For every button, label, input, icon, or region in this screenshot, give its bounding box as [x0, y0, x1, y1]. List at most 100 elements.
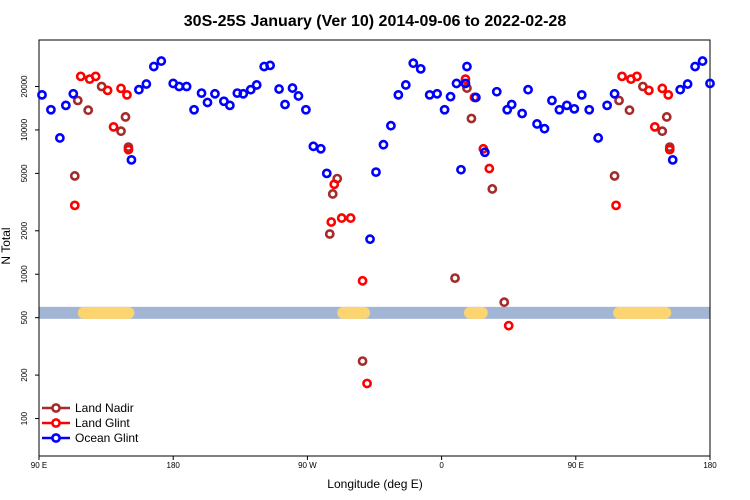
land-nadir-point [450, 273, 460, 284]
y-axis-title: N Total [0, 227, 13, 264]
ocean-glint-point [174, 81, 185, 92]
plot-frame [38, 39, 711, 457]
ocean-glint-point [584, 104, 595, 115]
ocean-glint-point [690, 61, 700, 72]
land-glint-point [75, 71, 86, 82]
land-nadir-point [614, 95, 624, 106]
x-tick-label: 90 E [568, 461, 584, 470]
land-nadir-point [624, 105, 635, 116]
ocean-glint-point [386, 120, 396, 131]
legend-marker-ocean-glint [51, 433, 61, 443]
land-glint-point [657, 83, 668, 94]
ocean-glint-point [682, 79, 693, 89]
ocean-glint-point [415, 63, 426, 74]
ocean-glint-point [460, 78, 471, 89]
land-glint-point [649, 121, 660, 132]
ocean-glint-point [60, 100, 71, 111]
y-tick-label: 20000 [20, 75, 29, 98]
x-tick-label: 180 [167, 461, 181, 470]
land-nadir-point [657, 126, 668, 137]
y-tick-label: 2000 [20, 221, 29, 239]
land-nadir-point [466, 113, 477, 124]
y-tick-label: 200 [20, 368, 29, 382]
ocean-glint-point [532, 119, 542, 129]
land-glint-point [503, 320, 514, 331]
land-glint-point [326, 217, 337, 227]
land-nadir-point [661, 112, 672, 122]
land-glint-point [122, 89, 132, 100]
land-glint-point [643, 85, 654, 96]
ocean-glint-point [675, 84, 686, 95]
y-axis: 100 200 500 1000 2000 5000 10000 20000 [20, 75, 39, 425]
legend-label-land-glint: Land Glint [75, 416, 130, 430]
y-tick-label: 5000 [20, 164, 29, 182]
y-tick-label: 10000 [20, 118, 29, 141]
land-nadir-point [324, 229, 335, 239]
ocean-glint-point [293, 91, 304, 101]
ocean-glint-point [667, 154, 678, 165]
ocean-glint-point [265, 60, 276, 71]
ocean-glint-point [37, 89, 47, 100]
land-glint-point [329, 179, 340, 190]
ocean-glint-point [274, 84, 284, 94]
y-tick-label: 1000 [20, 265, 29, 283]
land-nadir-point [327, 189, 338, 199]
legend-marker-land-glint [51, 418, 61, 428]
x-tick-label: 90 W [298, 461, 317, 470]
ocean-glint-point [156, 56, 167, 66]
ocean-glint-point [506, 99, 517, 110]
ocean-glint-point [609, 88, 620, 99]
ocean-glint-point [470, 92, 481, 103]
band-ocean [39, 306, 710, 319]
ocean-glint-point [134, 84, 144, 95]
land-glint-point [123, 144, 134, 155]
ocean-glint-point [126, 154, 137, 165]
ocean-glint-point [141, 79, 152, 89]
ocean-glint-point [308, 141, 319, 152]
land-glint-point [90, 71, 101, 82]
land-glint-point [664, 144, 675, 155]
land-glint-point [357, 275, 368, 286]
data-points [37, 56, 715, 389]
land-glint-point [102, 85, 113, 96]
land-nadir-point [357, 356, 368, 367]
ocean-glint-point [378, 139, 389, 150]
ocean-glint-point [561, 100, 572, 111]
ocean-glint-point [451, 78, 462, 89]
land-nadir-point [120, 112, 131, 122]
ocean-glint-point [523, 84, 533, 95]
ocean-glint-point [705, 78, 715, 89]
land-nadir-point [462, 83, 472, 93]
ocean-glint-point [210, 88, 220, 99]
ocean-glint-point [593, 133, 604, 143]
land-glint-point [336, 213, 347, 223]
x-axis-title: Longitude (deg E) [327, 477, 422, 491]
x-tick-label: 90 E [31, 461, 47, 470]
x-tick-label: 0 [439, 461, 444, 470]
x-axis: 90 E 180 90 W 0 90 E 180 [31, 456, 717, 470]
ocean-glint-point [576, 89, 587, 100]
ocean-glint-point [148, 61, 159, 72]
ocean-glint-point [371, 167, 381, 178]
ocean-glint-point [181, 81, 192, 92]
ocean-glint-point [189, 104, 199, 115]
ocean-glint-point [287, 83, 298, 93]
ocean-glint-point [321, 168, 332, 179]
ocean-glint-point [554, 104, 565, 115]
land-glint-point [69, 200, 80, 211]
band-land [613, 306, 672, 319]
legend-label-ocean-glint: Ocean Glint [75, 431, 139, 445]
land-glint-point [617, 71, 627, 82]
ocean-glint-point [245, 84, 256, 95]
ocean-glint-point [224, 100, 235, 111]
ocean-glint-point [462, 61, 472, 72]
legend-label-land-nadir: Land Nadir [75, 401, 134, 415]
land-glint-point [611, 200, 621, 211]
ocean-glint-point [46, 104, 56, 115]
surface-type-band [39, 306, 710, 319]
y-tick-label: 100 [20, 411, 29, 425]
land-glint-point [362, 378, 372, 389]
ocean-glint-point [365, 234, 375, 245]
